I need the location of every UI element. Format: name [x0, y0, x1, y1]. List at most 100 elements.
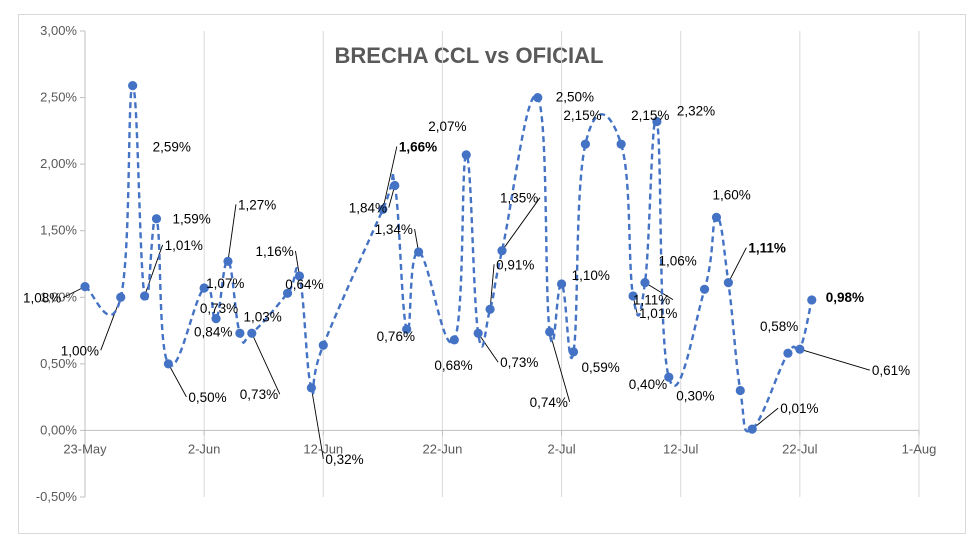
data-label: 0,73%	[500, 355, 538, 370]
x-tick-label: 2-Jul	[547, 441, 575, 456]
data-point	[390, 180, 400, 191]
data-point	[652, 116, 662, 127]
data-label: 2,07%	[428, 119, 466, 134]
data-point	[640, 278, 650, 288]
data-point	[151, 214, 162, 224]
data-point	[616, 139, 626, 149]
data-point	[628, 291, 638, 301]
data-label: 1,60%	[712, 187, 750, 202]
data-label: 1,84%	[349, 200, 387, 215]
data-point	[699, 284, 710, 294]
label-leader-line	[477, 332, 499, 363]
label-leader-line	[168, 363, 187, 398]
data-point	[461, 150, 471, 160]
data-point	[163, 359, 173, 369]
y-tick-label: 3,00%	[40, 23, 77, 38]
data-label: 2,32%	[677, 104, 715, 119]
data-point	[116, 292, 126, 302]
data-label: 0,40%	[629, 377, 667, 392]
data-point	[223, 256, 233, 266]
y-tick-label: 0,00%	[40, 422, 77, 437]
data-label: 1,66%	[399, 139, 437, 154]
data-label: 0,68%	[434, 358, 472, 373]
data-label: 1,06%	[659, 253, 697, 268]
data-point	[580, 139, 591, 149]
x-tick-label: 22-Jul	[782, 441, 818, 456]
data-label: 0,32%	[325, 452, 363, 467]
x-tick-label: 12-Jun	[303, 441, 343, 456]
y-tick-label: 1,00%	[40, 289, 77, 304]
data-point	[545, 327, 555, 337]
y-tick-label: -0,50%	[36, 489, 78, 504]
data-point	[294, 271, 305, 281]
data-point	[711, 212, 722, 222]
data-label: 0,01%	[780, 401, 818, 416]
data-label: 0,61%	[872, 363, 910, 378]
data-point	[449, 335, 459, 345]
data-point	[139, 291, 150, 301]
data-point	[568, 347, 579, 357]
data-point	[306, 383, 316, 393]
x-tick-label: 2-Jun	[188, 441, 221, 456]
data-label: 0,64%	[285, 277, 323, 292]
data-label: 1,01%	[639, 306, 677, 321]
data-label: 1,35%	[500, 191, 538, 206]
data-label: 0,73%	[240, 387, 278, 402]
data-point	[282, 288, 293, 298]
data-label: 1,03%	[244, 309, 282, 324]
data-point	[533, 92, 543, 103]
data-point	[318, 340, 328, 350]
data-label: 2,59%	[153, 140, 191, 155]
y-tick-label: 0,50%	[40, 356, 77, 371]
data-point	[795, 344, 805, 354]
chart-frame: BRECHA CCL vs OFICIAL 3,00% 2,50% 2,00% 1,5…	[18, 14, 966, 534]
data-label: 1,16%	[255, 244, 293, 259]
data-label: 2,15%	[563, 108, 601, 123]
data-label: 0,73%	[200, 301, 238, 316]
data-point	[235, 328, 245, 338]
data-label: 1,08%	[23, 291, 61, 306]
data-label: 1,10%	[572, 268, 610, 283]
data-point	[247, 328, 257, 338]
label-leader-line	[310, 387, 324, 459]
data-point	[556, 279, 567, 289]
y-tick-label: 2,00%	[40, 156, 77, 171]
data-point	[807, 295, 817, 305]
data-label: 1,59%	[172, 212, 210, 227]
series-line	[84, 84, 813, 433]
label-leader-line	[227, 204, 237, 262]
data-point	[783, 348, 793, 358]
data-label: 0,84%	[194, 325, 232, 340]
data-label: 1,27%	[238, 197, 276, 212]
data-label: 0,59%	[581, 360, 619, 375]
data-label: 2,50%	[556, 90, 594, 105]
data-point	[414, 247, 424, 257]
chart-svg: BRECHA CCL vs OFICIAL 3,00% 2,50% 2,00% 1,5…	[23, 23, 937, 504]
label-leader-line	[799, 348, 870, 371]
data-point	[80, 282, 90, 292]
data-point	[497, 246, 507, 256]
data-point	[402, 324, 412, 334]
data-point	[723, 278, 733, 288]
data-point	[747, 424, 757, 434]
label-leader-line	[727, 247, 747, 283]
label-leader-line	[489, 264, 495, 310]
data-label: 0,74%	[530, 395, 568, 410]
data-label: 0,98%	[826, 290, 864, 305]
label-leader-line	[382, 146, 398, 210]
chart-title: BRECHA CCL vs OFICIAL	[335, 43, 604, 68]
data-label: 1,07%	[206, 276, 244, 291]
data-label: 1,01%	[165, 238, 203, 253]
data-point	[128, 80, 138, 91]
label-leader-line	[549, 331, 571, 403]
data-label: 0,91%	[496, 257, 534, 272]
x-tick-label: 1-Aug	[902, 441, 937, 456]
data-label: 1,11%	[748, 241, 786, 256]
x-tick-label: 23-May	[63, 441, 107, 456]
data-label: 0,76%	[377, 329, 415, 344]
data-label: 0,58%	[760, 319, 798, 334]
data-point	[664, 372, 674, 382]
data-label: 0,30%	[676, 388, 714, 403]
data-label: 0,50%	[188, 390, 226, 405]
label-leader-line	[501, 197, 541, 251]
